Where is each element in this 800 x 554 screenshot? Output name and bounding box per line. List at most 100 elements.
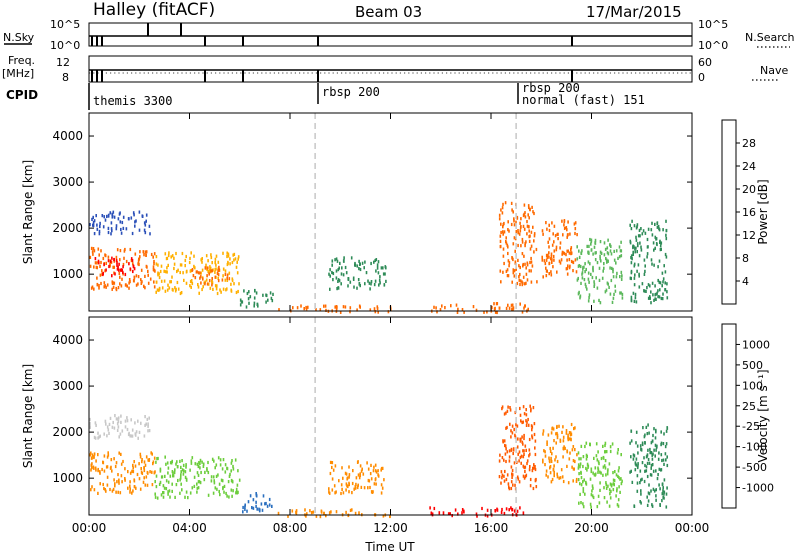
power-cell [630,254,633,258]
velocity-cell [664,452,667,456]
power-cell [105,268,107,272]
velocity-cell [513,427,515,432]
power-cell [150,252,153,257]
power-cell [119,249,122,253]
power-cell [658,227,660,231]
power-cell [130,257,133,261]
velocity-cell [504,444,507,448]
velocity-cell [570,422,573,427]
power-cell [655,237,658,241]
velocity-cell [609,492,611,496]
velocity-cell [523,476,526,480]
power-cell [527,307,529,311]
velocity-cell [373,465,375,469]
power-cell [118,212,121,216]
power-cell [526,232,528,236]
power-cell [506,274,509,278]
power-cell [606,260,608,264]
power-cell [526,278,529,282]
velocity-cell [527,417,529,422]
power-cell [349,310,351,314]
power-cell [159,269,162,274]
power-cell [503,230,506,234]
power-cell [609,249,612,253]
power-cell [507,245,509,249]
power-cell [102,256,105,261]
power-cell [236,260,238,264]
power-cell [636,250,638,254]
power-cell [666,282,668,286]
velocity-cell [328,511,331,515]
power-cell [563,220,566,224]
power-cell [642,229,645,233]
power-cell [101,214,104,218]
velocity-cell [522,420,524,424]
velocity-cell [160,493,163,497]
velocity-cell [551,477,554,482]
power-cell [652,241,655,245]
velocity-cell [213,479,215,483]
velocity-cell [647,491,650,495]
power-cell [335,276,338,280]
velocity-cell [155,485,158,489]
power-cell [634,296,637,300]
power-cell [567,233,569,237]
power-cell [164,252,167,256]
power-cell [498,213,501,217]
velocity-cell [520,461,522,465]
power-cell [361,261,364,265]
power-cell [584,262,586,266]
nsearch-tick-low: 10^0 [698,39,728,52]
velocity-cell [550,480,553,484]
velocity-cell [534,467,537,472]
power-cell [194,276,197,280]
velocity-cell [609,449,612,454]
power-cell [579,294,582,298]
velocity-cell [647,457,650,462]
power-cell [638,254,641,258]
power-cell [211,279,213,284]
velocity-cell [221,479,224,483]
power-cell [296,306,299,310]
power-cell [201,287,203,292]
velocity-cell [534,452,537,457]
power-cell [617,256,619,260]
power-cell [640,227,642,231]
power-cell [228,271,231,275]
velocity-cell [199,458,202,462]
power-cell [508,229,510,233]
power-cell [581,249,583,253]
power-cell [91,217,93,221]
velocity-cell [513,509,516,513]
power-cell [155,262,158,266]
power-cell [519,265,521,270]
velocity-cell [214,466,216,470]
velocity-cell [542,429,545,433]
velocity-cell [654,454,656,458]
velocity-cell [310,511,313,515]
velocity-cell [348,481,350,485]
velocity-cell [591,494,594,498]
velocity-y-axis-label: Slant Range [km] [21,364,35,468]
velocity-cell [646,503,649,507]
power-cell [177,268,179,272]
velocity-cell [174,495,176,499]
power-cell [205,278,208,282]
velocity-cell [563,445,565,449]
power-cell [358,259,360,263]
power-cell [556,270,558,274]
velocity-cell [547,475,549,479]
velocity-cell [517,477,520,481]
velocity-cell [353,487,355,491]
power-cell [500,230,502,235]
power-cell [521,240,524,244]
power-cell [615,249,618,253]
power-cell [132,262,134,266]
velocity-cell [519,506,521,510]
velocity-cell [95,459,97,463]
velocity-cell [268,497,271,502]
power-cell [582,265,584,270]
velocity-cell [277,511,280,515]
power-cell [463,310,465,314]
velocity-cell [357,460,359,464]
